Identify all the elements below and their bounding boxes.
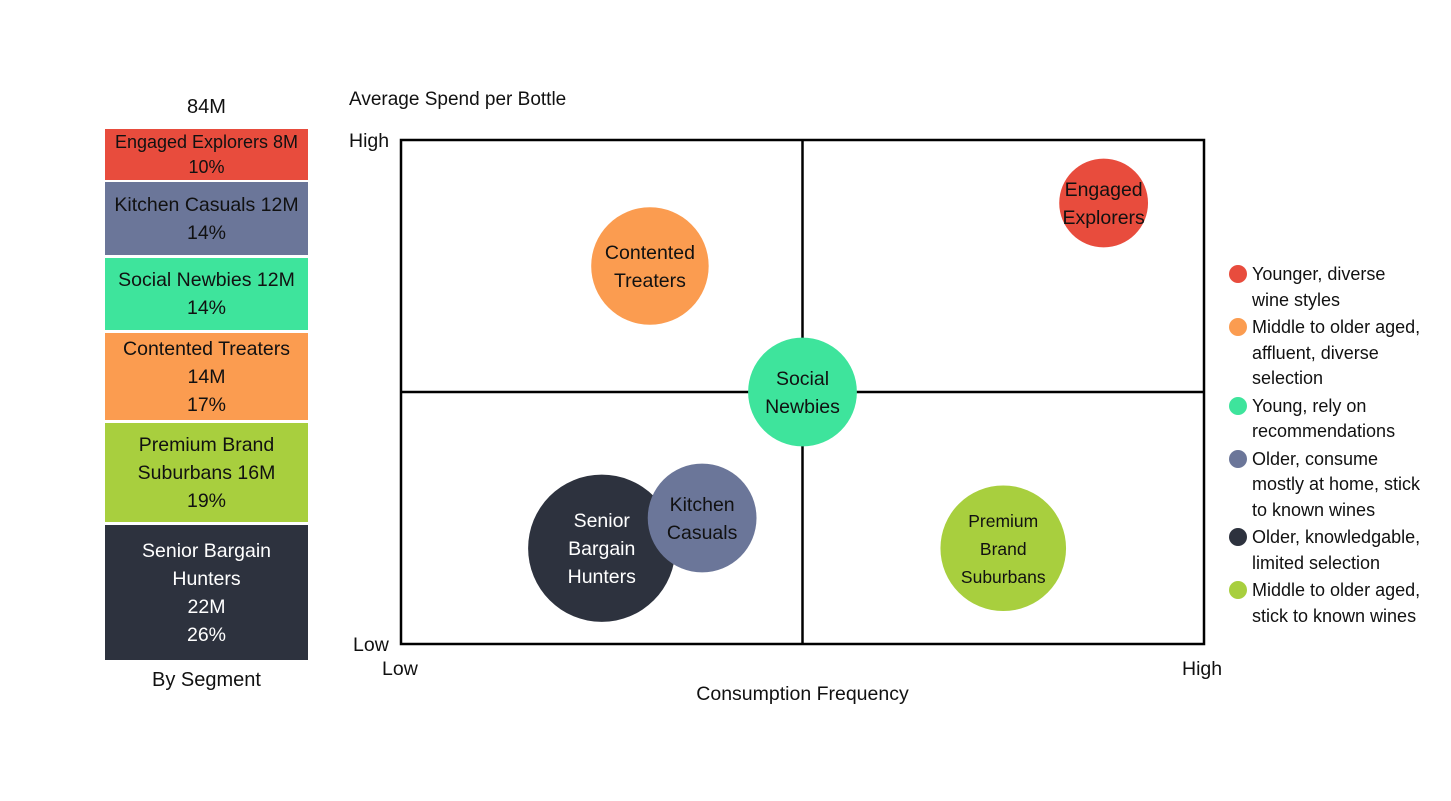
bubble-label: Treaters — [614, 270, 686, 292]
segment-label-line: 14% — [186, 221, 227, 244]
legend-item: Middle to older aged, affluent, diverse se… — [1229, 315, 1451, 392]
x-tick-high: High — [1182, 658, 1223, 680]
legend-item: Younger, diverse wine styles — [1229, 262, 1451, 313]
segment-label-line: Contented Treaters — [123, 337, 290, 360]
legend-marker — [1229, 265, 1247, 283]
segment-label-line: 19% — [186, 489, 227, 512]
legend-text-line: to known wines — [1252, 499, 1376, 520]
segment-block: Engaged Explorers 8M 10% — [105, 129, 308, 180]
segment-label-line: Kitchen Casuals 12M — [114, 193, 299, 216]
legend-text-line: recommendations — [1252, 421, 1396, 441]
segment-label-line: Senior Bargain — [142, 539, 271, 562]
legend-text-line: limited selection — [1252, 552, 1381, 573]
bubble — [528, 474, 676, 622]
x-tick-low: Low — [382, 658, 418, 680]
legend: Younger, diverse wine styles Middle to old… — [1229, 262, 1451, 631]
segment-label-line: 14M — [187, 365, 226, 388]
segment-label-line: 14% — [186, 297, 227, 319]
legend-text-line: mostly at home, stick — [1252, 474, 1421, 494]
legend-text-line: Middle to older aged, — [1252, 580, 1421, 600]
bubble-label: Casuals — [667, 522, 738, 544]
legend-text-line: stick to known wines — [1252, 605, 1417, 626]
bubble-label: Social — [776, 368, 829, 390]
total-population-label: 84M — [187, 96, 226, 118]
bubble-label: Contented — [605, 242, 695, 264]
legend-text-line: affluent, diverse — [1252, 342, 1379, 363]
bubble-label: Hunters — [568, 566, 637, 588]
legend-text-line: Middle to older aged, — [1252, 317, 1421, 337]
legend-item: Older, knowledgable, limited selection — [1229, 525, 1451, 576]
bubble — [591, 207, 709, 325]
legend-text-line: Older, knowledgable, — [1252, 527, 1421, 547]
segment-label-line: Hunters — [172, 567, 241, 590]
bubble-label: Premium — [968, 511, 1038, 531]
bubble — [748, 337, 857, 447]
bubble-label: Bargain — [568, 538, 635, 560]
bubble-label: Engaged — [1065, 179, 1143, 201]
segment-label-line: Engaged Explorers 8M — [114, 131, 299, 152]
segment-block: Premium Brand Suburbans 16M 19% — [105, 423, 308, 522]
bubble — [647, 463, 757, 573]
segment-label-line: 26% — [186, 623, 227, 646]
segment-block: Senior Bargain Hunters 22M 26% — [105, 525, 308, 660]
legend-marker — [1229, 449, 1247, 468]
x-axis-label: Consumption Frequency — [696, 683, 909, 705]
legend-marker — [1229, 396, 1247, 415]
segment-block: Kitchen Casuals 12M 14% — [105, 182, 308, 255]
legend-marker — [1229, 581, 1247, 599]
legend-text-line: Older, consume — [1252, 448, 1379, 469]
legend-item: Older, consume mostly at home, stick to kn… — [1229, 447, 1451, 524]
bubble-label: Explorers — [1062, 207, 1145, 229]
bubble-label: Suburbans — [961, 567, 1046, 587]
stack-footer-label: By Segment — [152, 669, 261, 691]
segment-block: Contented Treaters 14M 17% — [105, 333, 308, 420]
bubble — [940, 485, 1067, 612]
bubble-label: Newbies — [765, 396, 840, 418]
legend-text-line: selection — [1252, 368, 1324, 388]
legend-item: Middle to older aged, stick to known wine… — [1229, 578, 1451, 629]
y-axis-label: Average Spend per Bottle — [349, 89, 567, 110]
y-tick-low: Low — [353, 634, 389, 656]
segment-label-line: 17% — [186, 393, 227, 416]
segment-label-line: 10% — [188, 156, 225, 177]
legend-text-line: wine styles — [1252, 289, 1341, 310]
bubble-label: Brand — [980, 539, 1027, 559]
bubble-label: Kitchen — [670, 494, 735, 516]
legend-item: Young, rely on recommendations — [1229, 394, 1451, 445]
bubble-label: Senior — [574, 510, 631, 532]
segment-block: Social Newbies 12M 14% — [105, 258, 308, 330]
segment-label-line: 22M — [187, 595, 226, 618]
segment-label-line: Social Newbies 12M — [118, 269, 295, 291]
legend-marker — [1229, 528, 1247, 546]
legend-text-line: Young, rely on — [1252, 395, 1367, 416]
legend-marker — [1229, 318, 1247, 336]
legend-text-line: Younger, diverse — [1252, 264, 1386, 284]
bubble — [1059, 158, 1149, 248]
segment-label-line: Suburbans 16M — [137, 461, 276, 484]
segment-label-line: Premium Brand — [138, 433, 275, 456]
y-tick-high: High — [349, 130, 390, 152]
